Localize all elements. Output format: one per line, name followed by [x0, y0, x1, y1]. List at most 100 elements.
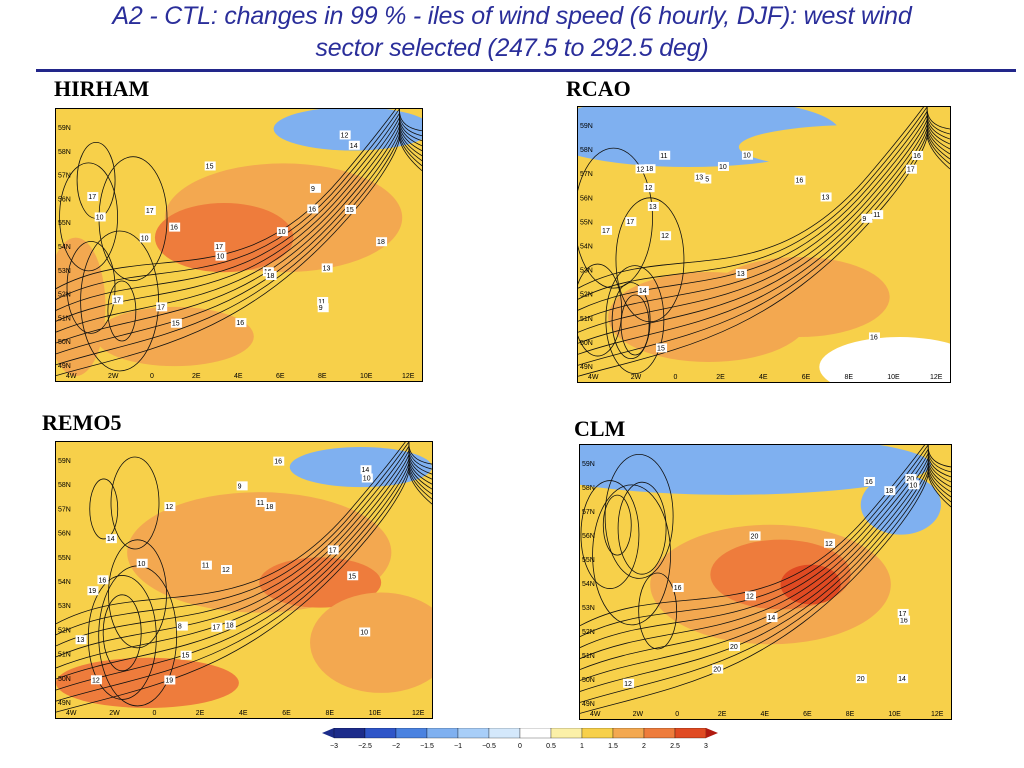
contour-label-bg	[745, 591, 757, 601]
contour-line	[611, 282, 651, 360]
contour-label-bg	[601, 225, 613, 235]
contour-label-bg	[820, 192, 832, 202]
x-tick-label: 8E	[318, 373, 327, 380]
colorbar-segment	[364, 727, 397, 739]
contour-label: 12	[222, 567, 230, 574]
x-tick-label: 12E	[930, 374, 943, 381]
x-tick-label: 8E	[326, 710, 335, 717]
contour-label-bg	[672, 582, 684, 592]
colorbar-segment	[488, 727, 521, 739]
contour-line	[107, 280, 137, 342]
contour-label-bg	[276, 227, 288, 237]
colorbar-segment	[395, 727, 428, 739]
y-tick-label: 53N	[58, 268, 71, 275]
contour-label-bg	[899, 615, 911, 625]
x-tick-label: 2W	[108, 373, 119, 380]
contour-label: 18	[377, 239, 385, 246]
x-tick-label: 4E	[239, 710, 248, 717]
x-tick-label: 12E	[931, 711, 944, 718]
contour-line	[89, 478, 119, 540]
y-tick-label: 59N	[580, 123, 593, 130]
map-panel-clm: 59N 58N 57N 56N 55N 54N 53N 52N 51N 50N 49N 4W 2W 0 2E…	[579, 444, 952, 720]
contour-label: 11	[660, 153, 667, 160]
contour-label: 8	[178, 624, 182, 631]
x-tick-label: 8E	[845, 374, 854, 381]
colorbar-tick-label: −2	[392, 743, 400, 750]
contour-label-bg	[307, 204, 319, 214]
colorbar-arrow-right	[706, 728, 718, 738]
field-patch	[154, 202, 294, 273]
contour-line	[604, 453, 674, 579]
contour-label: 12	[165, 504, 173, 511]
contour-line	[56, 465, 432, 702]
field-patch	[608, 272, 810, 362]
contour-label: 17	[215, 244, 223, 251]
contour-label: 10	[743, 153, 751, 160]
x-tick-label: 6E	[276, 373, 285, 380]
colorbar-segment	[457, 727, 490, 739]
contour-label-bg	[215, 251, 227, 261]
contour-label: 11	[873, 212, 880, 219]
contour-label: 13	[77, 637, 85, 644]
x-tick-label: 2W	[109, 710, 120, 717]
contour-label: 10	[363, 475, 371, 482]
contour-line	[602, 494, 632, 556]
contour-label-bg	[660, 231, 672, 241]
contour-label: 16	[865, 479, 873, 486]
x-tick-label: 2E	[192, 373, 201, 380]
contour-label-bg	[317, 297, 329, 307]
contour-label: 14	[361, 467, 369, 474]
contour-label-bg	[794, 175, 806, 185]
colorbar-tick-label: −1	[454, 743, 462, 750]
contour-label: 12	[637, 166, 645, 173]
y-tick-label: 59N	[582, 461, 595, 468]
y-tick-label: 50N	[582, 677, 595, 684]
x-tick-label: 4W	[590, 711, 601, 718]
contour-label-bg	[635, 164, 647, 174]
y-tick-label: 58N	[58, 482, 71, 489]
contour-line	[56, 136, 422, 377]
field-patch	[310, 592, 432, 693]
y-tick-label: 54N	[582, 581, 595, 588]
x-tick-label: 2E	[718, 711, 727, 718]
contour-label-bg	[625, 217, 637, 227]
y-tick-label: 49N	[582, 701, 595, 708]
contour-label: 16	[674, 585, 682, 592]
contour-line	[605, 265, 665, 375]
contour-label-bg	[90, 675, 102, 685]
panel-label-hirham: HIRHAM	[54, 76, 150, 101]
contour-label-bg	[348, 140, 360, 150]
y-tick-label: 54N	[58, 244, 71, 251]
contour-label: 17	[907, 167, 915, 174]
contour-label-bg	[741, 150, 753, 160]
contour-label-bg	[211, 622, 223, 632]
contour-label: 9	[862, 216, 866, 223]
contour-label: 10	[360, 629, 368, 636]
y-tick-label: 58N	[580, 147, 593, 154]
contour-label: 15	[172, 321, 180, 328]
contour-label-bg	[321, 263, 333, 273]
contour-label: 14	[639, 288, 647, 295]
y-tick-label: 59N	[58, 125, 71, 132]
contour-line	[580, 480, 640, 589]
field-patch	[273, 109, 422, 151]
contour-label-bg	[855, 674, 867, 684]
x-tick-label: 4E	[234, 373, 243, 380]
y-tick-label: 54N	[580, 244, 593, 251]
y-tick-label: 54N	[58, 579, 71, 586]
colorbar-tick-label: −3	[330, 743, 338, 750]
contour-label-bg	[637, 286, 649, 296]
contour-label: 15	[348, 573, 356, 580]
contour-label-bg	[255, 497, 267, 507]
colorbar-segment	[612, 727, 645, 739]
contour-label-bg	[204, 161, 216, 171]
contour-label-bg	[347, 571, 359, 581]
contour-label-bg	[905, 164, 917, 174]
map-panel-hirham: 59N 58N 57N 56N 55N 54N 53N 52N 51N 50N 49N 4W 2W 0 2E…	[55, 108, 423, 382]
y-tick-label: 51N	[582, 653, 595, 660]
y-tick-label: 52N	[582, 629, 595, 636]
contour-label-bg	[75, 635, 87, 645]
x-tick-label: 8E	[846, 711, 855, 718]
contour-line	[59, 162, 118, 272]
contour-label: 18	[885, 488, 893, 495]
